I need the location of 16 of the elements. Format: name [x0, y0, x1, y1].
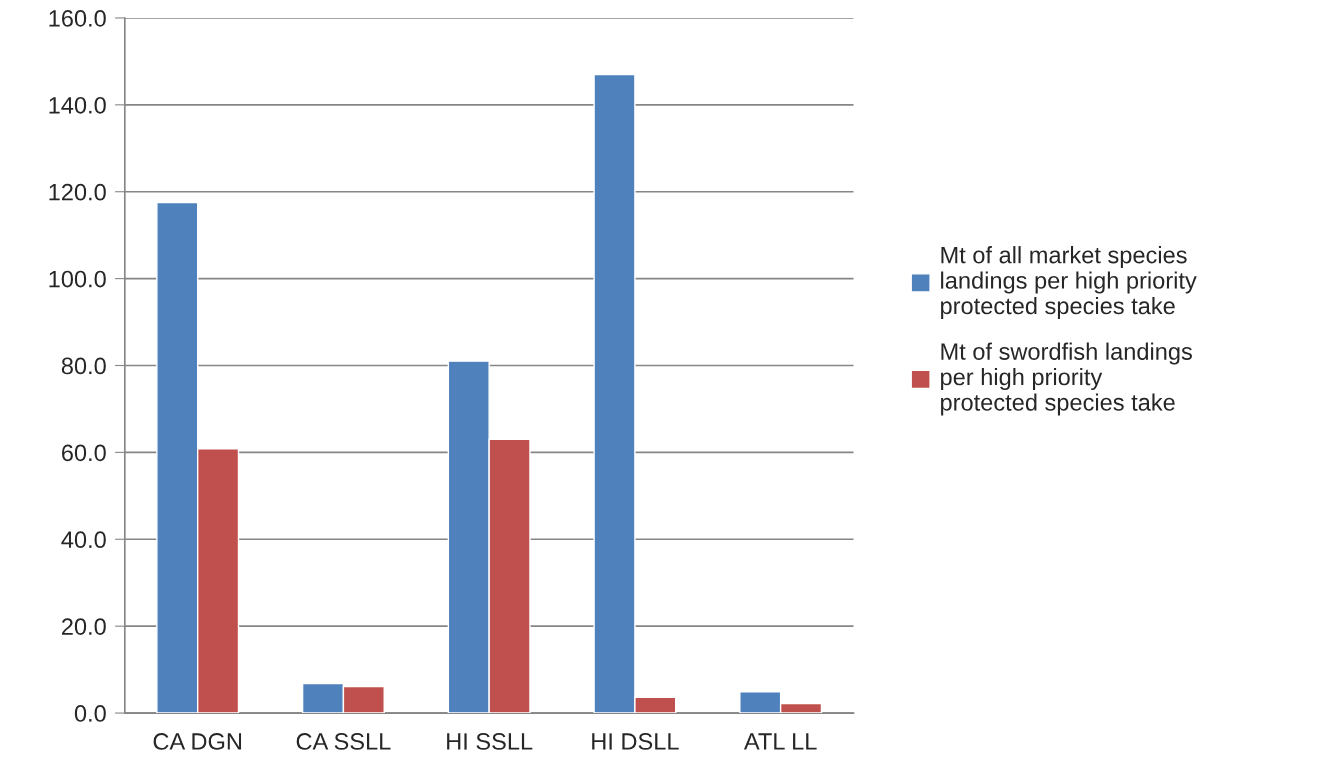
y-tick-label: 20.0	[61, 618, 106, 635]
y-tick-label: 120.0	[49, 183, 106, 201]
y-tick-label: 60.0	[62, 444, 106, 462]
x-tick-label: HI SSLL	[447, 733, 533, 750]
x-tick-label: CA SSLL	[296, 733, 391, 750]
y-tick-label: 140.0	[49, 96, 106, 114]
y-tick-label: 80.0	[61, 357, 106, 375]
legend-label: Mt of swordfish landings per high priority protected species take	[941, 342, 1192, 416]
legend-label: Mt of all market species landings per high priority protected species take	[941, 246, 1197, 319]
y-tick-label: 100.0	[49, 270, 106, 288]
y-tick-label: 0.0	[74, 705, 106, 722]
x-tick-label: HI DSLL	[592, 733, 679, 750]
x-tick-label: CA DGN	[153, 733, 242, 750]
y-tick-label: 160.0	[49, 10, 106, 27]
x-tick-label: ATL LL	[743, 733, 817, 750]
y-tick-label: 40.0	[61, 531, 106, 549]
